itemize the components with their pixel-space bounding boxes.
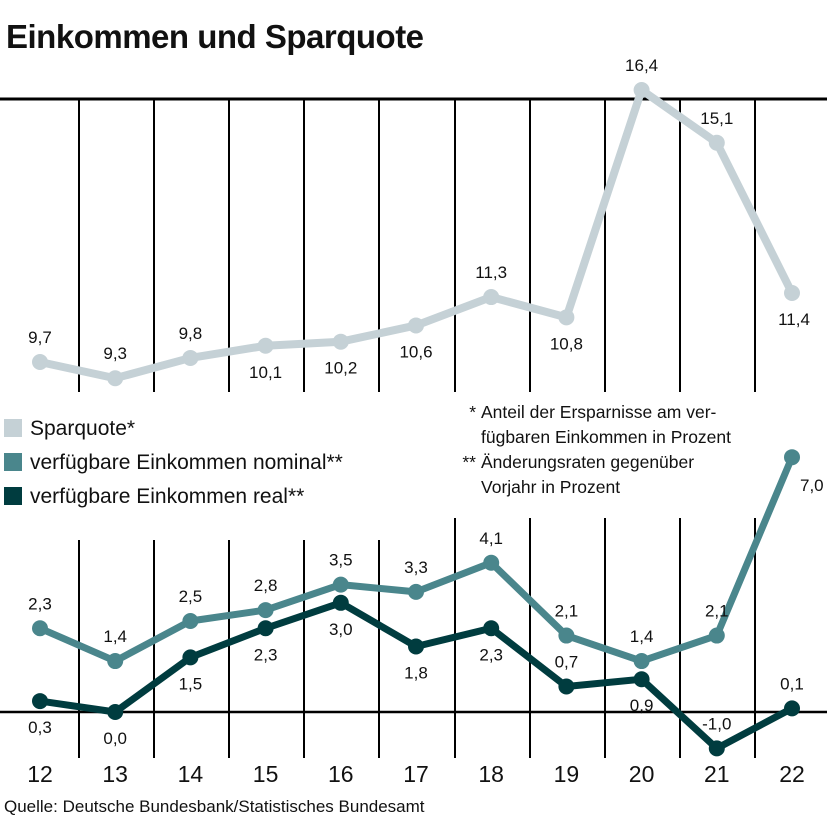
data-point-real [708,740,725,757]
footnote-marker: ** [462,452,476,472]
data-label-sparquote: 10,8 [550,334,583,353]
data-label-nominal: 2,1 [705,602,729,621]
series-layer [32,81,800,757]
data-label-sparquote: 10,6 [399,342,432,361]
data-label-sparquote: 11,3 [475,263,507,282]
source-note: Quelle: Deutsche Bundesbank/Statistische… [4,797,425,816]
data-label-nominal: 2,1 [555,602,579,621]
legend-swatch-sparquote [4,419,22,437]
footnote-text: fügbaren Einkommen in Prozent [481,427,731,447]
data-point-nominal [483,554,500,571]
data-point-real [784,700,800,717]
grid-lower [78,518,756,758]
data-label-nominal: 3,3 [404,558,428,577]
data-label-nominal: 1,4 [630,627,654,646]
x-tick-label: 12 [27,761,53,787]
x-tick-label: 17 [403,761,429,787]
data-point-real [408,638,424,655]
x-tick-label: 20 [629,761,655,787]
data-point-sparquote [257,337,274,354]
data-label-nominal: 2,5 [179,587,203,606]
data-point-sparquote [558,309,575,326]
legend-swatch-nominal [4,453,22,471]
data-point-real [257,620,274,637]
data-label-sparquote: 11,4 [778,310,810,329]
legend-swatch-real [4,487,22,505]
x-tick-label: 21 [704,761,730,787]
data-point-nominal [408,583,424,600]
data-point-real [332,594,349,611]
data-label-real: 1,5 [179,674,203,693]
data-label-sparquote: 16,4 [625,56,658,75]
data-label-nominal: 2,3 [28,594,52,613]
data-point-real [483,620,500,637]
x-tick-label: 14 [178,761,204,787]
data-point-nominal [332,576,349,593]
data-point-sparquote [483,289,500,306]
x-tick-label: 18 [478,761,504,787]
data-point-real [558,678,575,695]
grid-upper [78,100,756,392]
data-point-sparquote [633,81,650,98]
data-label-nominal: 4,1 [479,529,503,548]
data-point-sparquote [708,134,725,151]
data-point-nominal [107,653,124,670]
data-label-real: 1,8 [404,663,428,682]
footnote-text: Anteil der Ersparnisse am ver- [481,402,717,422]
footnotes: * Anteil der Ersparnisse am ver-fügbaren … [462,402,731,497]
legend-label-real: verfügbare Einkommen real** [30,485,304,508]
x-axis-ticks: 12 13 14 15 16 17 18 19 20 21 22 [27,761,805,787]
data-label-real: 0,1 [780,674,804,693]
chart-title: Einkommen und Sparquote [6,18,424,55]
data-point-nominal [633,653,650,670]
data-label-sparquote: 10,2 [324,359,357,378]
data-point-nominal [32,620,48,637]
data-point-real [32,693,48,710]
data-label-real: 2,3 [479,645,503,664]
data-labels: 9,7 9,3 9,8 10,1 10,2 10,6 11,3 10,8 16,4 15,1 11,… [28,56,823,748]
data-label-sparquote: 9,3 [103,344,127,363]
data-point-sparquote [332,333,349,350]
data-label-nominal: 1,4 [103,627,127,646]
data-point-sparquote [408,317,424,334]
data-point-sparquote [784,284,800,301]
data-point-nominal [708,627,725,644]
chart: 9,7 9,3 9,8 10,1 10,2 10,6 11,3 10,8 16,4 15,1 11,… [0,56,827,787]
data-label-nominal: 2,8 [254,576,278,595]
data-label-sparquote: 15,1 [700,109,733,128]
legend-label-nominal: verfügbare Einkommen nominal** [30,451,343,474]
legend-label-sparquote: Sparquote* [30,417,135,440]
data-label-sparquote: 10,1 [249,363,282,382]
data-point-sparquote [107,370,124,387]
data-label-real: -1,0 [702,714,731,733]
data-point-real [182,649,199,666]
data-point-nominal [784,449,800,466]
data-point-nominal [182,613,199,629]
data-point-nominal [257,602,274,619]
x-tick-label: 15 [253,761,279,787]
data-label-real: 0,3 [28,718,52,737]
x-tick-label: 13 [102,761,128,787]
data-point-real [107,704,124,720]
data-label-real: 3,0 [329,620,353,639]
legend: Sparquote* verfügbare Einkommen nominal**… [4,417,343,508]
footnote-text: Änderungsraten gegenüber [481,452,694,472]
data-label-sparquote: 9,8 [179,324,203,343]
data-point-sparquote [32,354,48,370]
data-point-sparquote [182,349,199,366]
data-label-real: 0,9 [630,696,654,715]
data-point-nominal [558,627,575,644]
footnote-marker: * [469,402,476,422]
x-tick-label: 22 [779,761,805,787]
data-label-real: 0,7 [555,653,579,672]
data-label-sparquote: 9,7 [28,328,52,347]
data-label-real: 0,0 [103,729,127,748]
data-label-nominal: 7,0 [800,476,824,495]
x-tick-label: 19 [554,761,580,787]
footnote-text: Vorjahr in Prozent [481,477,620,497]
data-point-real [633,671,650,688]
x-tick-label: 16 [328,761,354,787]
data-label-real: 2,3 [254,645,278,664]
data-label-nominal: 3,5 [329,551,353,570]
